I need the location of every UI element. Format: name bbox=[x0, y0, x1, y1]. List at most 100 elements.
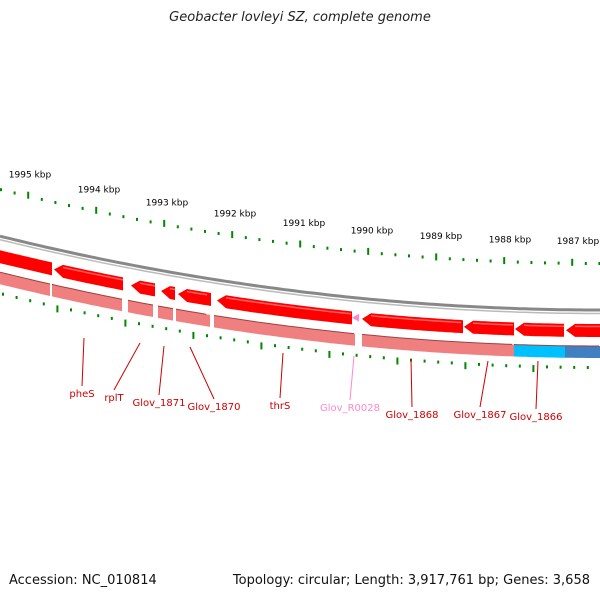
lower-tick bbox=[450, 361, 453, 365]
lower-tick bbox=[491, 363, 494, 367]
ruler-tick bbox=[54, 201, 57, 204]
lower-tick bbox=[314, 349, 317, 353]
gene-arrow-shine bbox=[225, 297, 352, 315]
ruler-tick bbox=[435, 253, 438, 261]
ruler-tick bbox=[299, 240, 302, 248]
lower-tick bbox=[151, 324, 154, 328]
gene-leader bbox=[349, 355, 355, 401]
ruler-tick bbox=[258, 238, 261, 242]
lower-tick bbox=[29, 299, 32, 303]
gene-arrow bbox=[54, 264, 123, 291]
ruler-tick bbox=[231, 231, 234, 239]
ruler-tick bbox=[176, 225, 179, 229]
lower-tick bbox=[42, 302, 45, 306]
gene-arrow-shine bbox=[169, 287, 176, 291]
lower-band bbox=[0, 271, 600, 358]
ruler-tick bbox=[95, 206, 98, 214]
lower-tick bbox=[369, 355, 372, 359]
lower-tick bbox=[219, 336, 222, 340]
lower-tick bbox=[559, 365, 562, 369]
lower-tick bbox=[138, 322, 140, 326]
gene-label: pheS bbox=[69, 389, 94, 400]
lower-tick bbox=[573, 365, 576, 369]
ruler-ticks bbox=[0, 188, 600, 266]
ruler-tick bbox=[108, 212, 111, 216]
ruler-tick bbox=[489, 259, 492, 263]
gene-arrow-shine bbox=[62, 266, 124, 281]
lower-tick bbox=[2, 292, 4, 296]
lower-band-segment bbox=[362, 334, 514, 357]
ruler-label: 1989 kbp bbox=[420, 232, 463, 242]
gene-label: thrS bbox=[270, 401, 291, 412]
lower-band-edge bbox=[361, 333, 513, 345]
lower-tick bbox=[192, 331, 195, 339]
lower-tick bbox=[586, 366, 589, 369]
gene-leader bbox=[535, 360, 539, 410]
ruler-tick bbox=[462, 258, 465, 262]
lower-tick bbox=[505, 364, 508, 368]
lower-band-segment bbox=[214, 315, 355, 346]
backbone bbox=[0, 234, 600, 315]
gene-label: Glov_1871 bbox=[132, 398, 185, 409]
ruler-tick bbox=[27, 191, 30, 199]
ruler-label: 1991 kbp bbox=[283, 219, 326, 229]
gene-arrow bbox=[464, 320, 514, 336]
ruler-label: 1988 kbp bbox=[489, 235, 532, 245]
lower-band-edge bbox=[213, 315, 355, 335]
ruler-tick bbox=[584, 262, 587, 265]
lower-band-segment bbox=[158, 306, 173, 321]
ruler-tick bbox=[204, 229, 206, 233]
lower-tick bbox=[274, 344, 276, 348]
lower-tick bbox=[83, 311, 86, 315]
gene-leader bbox=[479, 360, 489, 408]
lower-band-edge bbox=[0, 271, 51, 285]
lower-band-segment bbox=[52, 284, 122, 312]
lower-band-edge bbox=[513, 344, 599, 347]
gene-arrow bbox=[515, 322, 564, 337]
ruler-tick bbox=[503, 257, 506, 265]
gene-leader bbox=[410, 358, 413, 408]
lower-tick bbox=[15, 296, 18, 299]
lower-band-edge bbox=[51, 283, 123, 300]
gene-leader bbox=[158, 345, 165, 396]
accession-text: Accession: NC_010814 bbox=[9, 573, 157, 588]
ruler-label: 1994 kbp bbox=[78, 186, 121, 196]
ruler-tick bbox=[190, 227, 193, 231]
rrna-marker bbox=[352, 313, 359, 322]
gene-label: rplT bbox=[104, 393, 124, 404]
gene-arrow-partial bbox=[0, 250, 52, 276]
lower-tick bbox=[246, 340, 249, 344]
gene-arrow bbox=[178, 289, 211, 306]
lower-tick bbox=[396, 357, 399, 365]
gene-arrow-shine bbox=[370, 314, 462, 324]
gene-label: Glov_1868 bbox=[385, 410, 438, 421]
ruler-label: 1993 kbp bbox=[146, 199, 189, 209]
lower-tick bbox=[437, 360, 440, 364]
ruler-tick bbox=[408, 254, 410, 258]
lower-tick bbox=[464, 362, 467, 370]
lower-tick bbox=[206, 334, 208, 338]
lower-band-edge bbox=[175, 308, 207, 315]
gene-leader bbox=[81, 337, 85, 387]
lower-band-segment bbox=[128, 300, 153, 317]
gene-arrow-shine bbox=[139, 282, 156, 287]
ruler-tick bbox=[81, 206, 84, 210]
gene-leader bbox=[113, 342, 141, 391]
lower-tick bbox=[478, 362, 480, 366]
gene-arrow bbox=[217, 295, 352, 325]
gene-arrow bbox=[362, 313, 463, 334]
gene-arrow-shine bbox=[186, 290, 208, 296]
ruler-tick bbox=[163, 219, 166, 227]
ruler-tick bbox=[40, 197, 43, 201]
gene-leader bbox=[279, 352, 284, 399]
lower-tick bbox=[287, 346, 290, 349]
gene-leader bbox=[189, 346, 215, 400]
gene-arrow-shine bbox=[523, 324, 564, 327]
topology-text: Topology: circular; Length: 3,917,761 bp… bbox=[232, 573, 590, 588]
lower-tick bbox=[518, 364, 521, 368]
lower-tick bbox=[301, 347, 304, 351]
lower-tick bbox=[532, 365, 535, 373]
backbone-line bbox=[0, 234, 600, 312]
ruler-tick bbox=[272, 239, 274, 243]
